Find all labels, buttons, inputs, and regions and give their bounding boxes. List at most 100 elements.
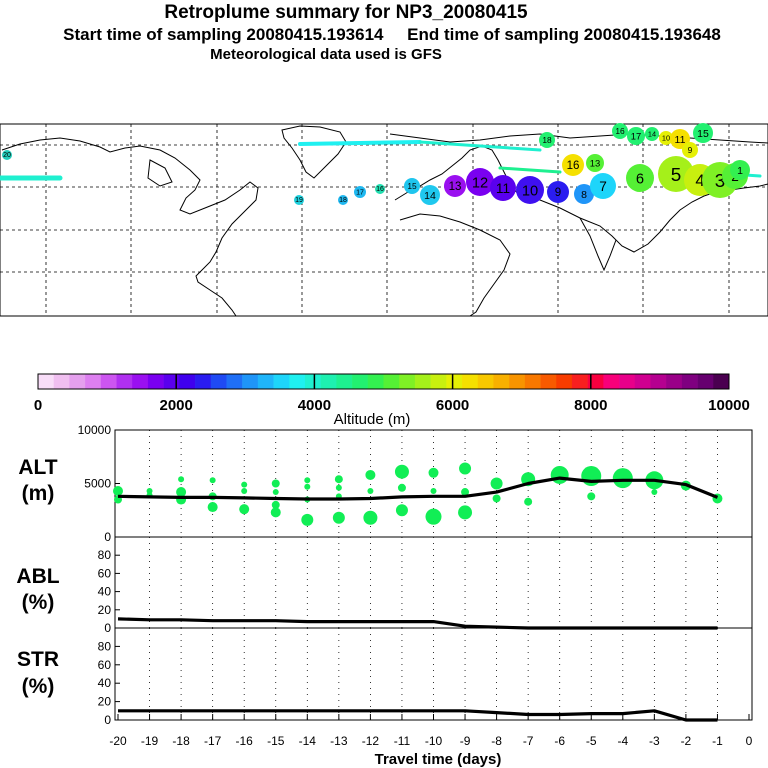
- x-tick-label: -4: [617, 734, 628, 748]
- alt-point: [301, 513, 314, 526]
- colorbar-cell: [619, 374, 636, 389]
- trajectory-points: 2019181716151413121110987654321161714101…: [2, 123, 750, 205]
- colorbar-cell: [509, 374, 526, 389]
- map-point-label: 17: [631, 131, 642, 142]
- coastline-india: [579, 217, 617, 272]
- chart-title: Retroplume summary for NP3_20080415: [164, 2, 528, 23]
- colorbar-cell: [179, 374, 196, 389]
- y-tick-label: 40: [98, 585, 112, 599]
- colorbar-label: Altitude (m): [334, 411, 411, 428]
- map-point: 18: [539, 132, 555, 148]
- coastline-arctic: [389, 133, 768, 144]
- colorbar-cell: [320, 374, 337, 389]
- colorbar-cell: [666, 374, 683, 389]
- series-line-alt: [117, 476, 719, 501]
- x-tick-label: -9: [460, 734, 471, 748]
- colorbar-cell: [226, 374, 243, 389]
- map-point-marker: [516, 176, 544, 204]
- map-point-marker: [420, 185, 440, 205]
- map-point-marker: [590, 173, 616, 199]
- colorbar-cell: [69, 374, 86, 389]
- alt-point: [271, 500, 280, 509]
- x-tick-label: -3: [649, 734, 660, 748]
- alt-point: [332, 511, 345, 524]
- map-point-marker: [354, 186, 366, 198]
- map-point: 6: [626, 164, 654, 192]
- colorbar-cell: [273, 374, 290, 389]
- map-point-marker: [2, 150, 12, 160]
- map-point: 13: [444, 175, 466, 197]
- colorbar-cell: [100, 374, 117, 389]
- map-point-label: 11: [496, 181, 510, 196]
- map-point-label: 3: [715, 171, 726, 192]
- colorbar-tick-label: 10000: [708, 397, 750, 414]
- alt-point: [209, 477, 216, 484]
- x-tick-label: -17: [204, 734, 222, 748]
- colorbar-cell: [399, 374, 416, 389]
- y-tick-label: 0: [104, 530, 111, 544]
- alt-point: [239, 504, 250, 515]
- colorbar-cell: [38, 374, 55, 389]
- map-point-label: 9: [688, 145, 693, 155]
- series-line-str: [118, 709, 718, 722]
- alt-point: [272, 489, 279, 496]
- colorbar-cell: [257, 374, 274, 389]
- colorbar-cell: [210, 374, 227, 389]
- x-tick-label: 0: [746, 734, 753, 748]
- panel-ylabel-abl: (%): [22, 591, 55, 614]
- alt-point: [271, 479, 280, 488]
- map-point-marker: [547, 181, 569, 203]
- x-tick-label: -16: [236, 734, 254, 748]
- map-point-label: 14: [648, 130, 656, 139]
- x-tick-label: -6: [554, 734, 565, 748]
- alt-point: [428, 467, 439, 478]
- coastline-greenland: [281, 125, 347, 179]
- map-point: 14: [420, 185, 440, 205]
- coastlines: [1, 125, 768, 317]
- colorbar-cell: [336, 374, 353, 389]
- colorbar-cell: [681, 374, 698, 389]
- x-tick-label: -7: [523, 734, 534, 748]
- alt-point: [397, 483, 406, 492]
- map-point: 1: [730, 160, 750, 180]
- colorbar-frame: [37, 373, 730, 390]
- panel-ylabel-alt: ALT: [18, 456, 57, 479]
- colorbar-cell: [697, 374, 714, 389]
- y-tick-label: 80: [98, 548, 112, 562]
- map-point-label: 9: [555, 187, 561, 199]
- x-tick-label: -11: [394, 734, 411, 748]
- alt-point: [459, 462, 472, 475]
- map-point: 8: [574, 184, 594, 204]
- map-point-marker: [404, 178, 420, 194]
- colorbar-cell: [116, 374, 133, 389]
- map-point-marker: [490, 175, 516, 201]
- map-point-label: 16: [567, 160, 580, 172]
- alt-point: [430, 487, 437, 494]
- colorbar-cell: [147, 374, 164, 389]
- colorbar-cell: [289, 374, 306, 389]
- panel-ylabel-alt: (m): [22, 482, 55, 505]
- panel-ylabel-abl: ABL: [16, 565, 59, 588]
- x-tick-label: -2: [681, 734, 692, 748]
- x-tick-label: -20: [109, 734, 127, 748]
- map-point-label: 17: [356, 189, 364, 196]
- alt-point: [550, 465, 569, 484]
- alt-point: [178, 476, 185, 483]
- map-point: 20: [2, 150, 12, 160]
- coastline-hudson: [147, 159, 173, 187]
- map-point: 17: [354, 186, 366, 198]
- series-lines: [117, 476, 719, 722]
- x-tick-label: -19: [141, 734, 159, 748]
- map-point-label: 13: [449, 181, 462, 193]
- y-tick-label: 40: [98, 676, 112, 690]
- alt-point: [241, 481, 248, 488]
- colorbar-cell: [430, 374, 447, 389]
- alt-point: [363, 510, 378, 525]
- colorbar-cell: [383, 374, 400, 389]
- map-point-label: 16: [615, 126, 625, 136]
- map-point: 9: [682, 142, 698, 158]
- x-tick-label: -18: [172, 734, 190, 748]
- colorbar-cell: [524, 374, 541, 389]
- map-point-label: 5: [671, 165, 682, 186]
